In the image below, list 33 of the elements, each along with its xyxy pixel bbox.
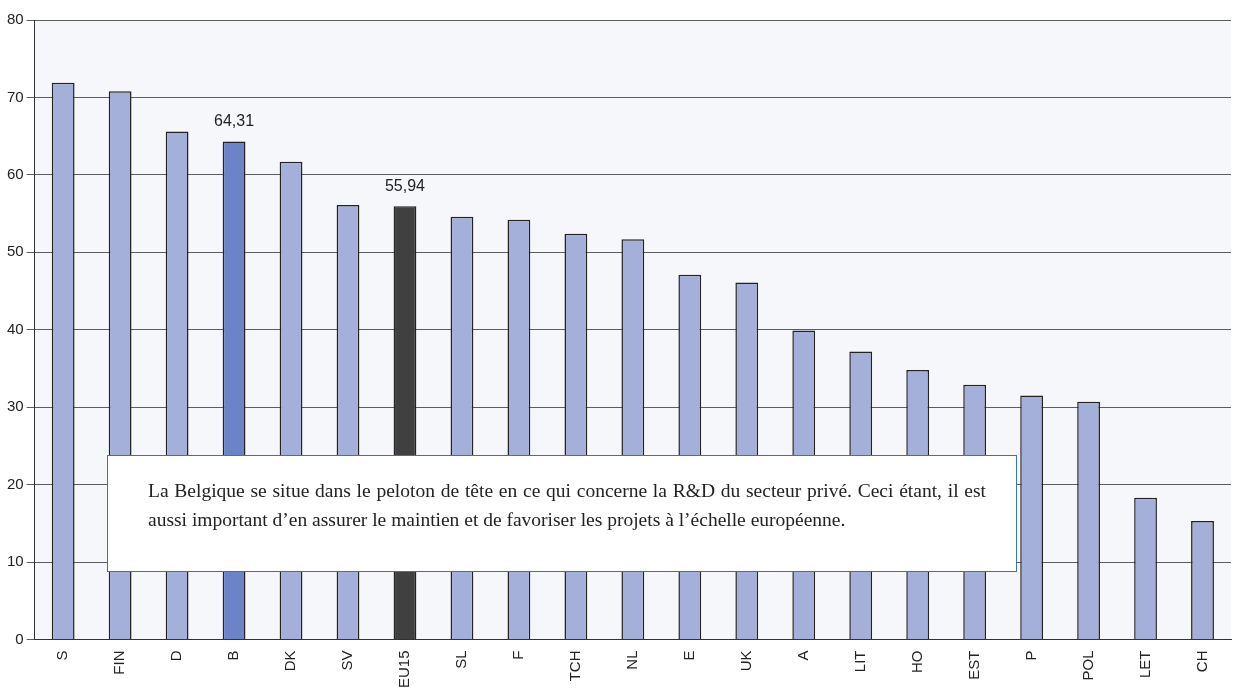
text-box: La Belgique se situe dans le peloton de tête en ce qui concerne la R&D du secteur privé. Ceci étant, il est aussi important d’en assurer le maintien et de favoriser les projets à l’échelle européenne. bbox=[107, 455, 1017, 572]
x-tick-label: LIT bbox=[850, 650, 868, 673]
x-tick-label: SV bbox=[338, 650, 356, 671]
y-tick-label: 10 bbox=[7, 552, 24, 570]
x-tick-label: CH bbox=[1192, 650, 1210, 673]
y-tick-label: 50 bbox=[7, 242, 24, 260]
x-tick-label: S bbox=[53, 650, 71, 661]
data-label: 55,94 bbox=[384, 176, 426, 194]
x-tick-label: EU15 bbox=[395, 650, 413, 689]
x-tick-label: FIN bbox=[110, 650, 128, 675]
x-tick-label: SL bbox=[452, 650, 470, 669]
y-tick-label: 40 bbox=[7, 319, 24, 337]
y-tick-label: 30 bbox=[7, 397, 24, 415]
data-label: 64,31 bbox=[214, 111, 255, 129]
x-tick-label: B bbox=[224, 650, 242, 661]
y-tick-label: 0 bbox=[15, 629, 24, 647]
y-tick-label: 80 bbox=[7, 10, 24, 28]
x-tick-label: P bbox=[1021, 650, 1039, 661]
x-tick-label: E bbox=[679, 650, 697, 661]
x-tick-label: A bbox=[793, 650, 811, 661]
y-tick-label: 20 bbox=[7, 474, 24, 492]
x-tick-label: POL bbox=[1078, 650, 1096, 681]
x-tick-label: D bbox=[167, 650, 185, 662]
x-tick-label: TCH bbox=[566, 650, 584, 682]
x-tick-label: UK bbox=[736, 650, 754, 672]
x-tick-label: LET bbox=[1135, 650, 1153, 678]
x-tick-label: EST bbox=[964, 650, 982, 680]
y-tick-label: 60 bbox=[7, 165, 24, 183]
x-tick-label: NL bbox=[622, 650, 640, 670]
x-tick-label: HO bbox=[907, 650, 925, 673]
y-tick-label: 70 bbox=[7, 87, 24, 105]
x-tick-label: F bbox=[509, 650, 527, 660]
x-tick-label: DK bbox=[281, 650, 299, 672]
